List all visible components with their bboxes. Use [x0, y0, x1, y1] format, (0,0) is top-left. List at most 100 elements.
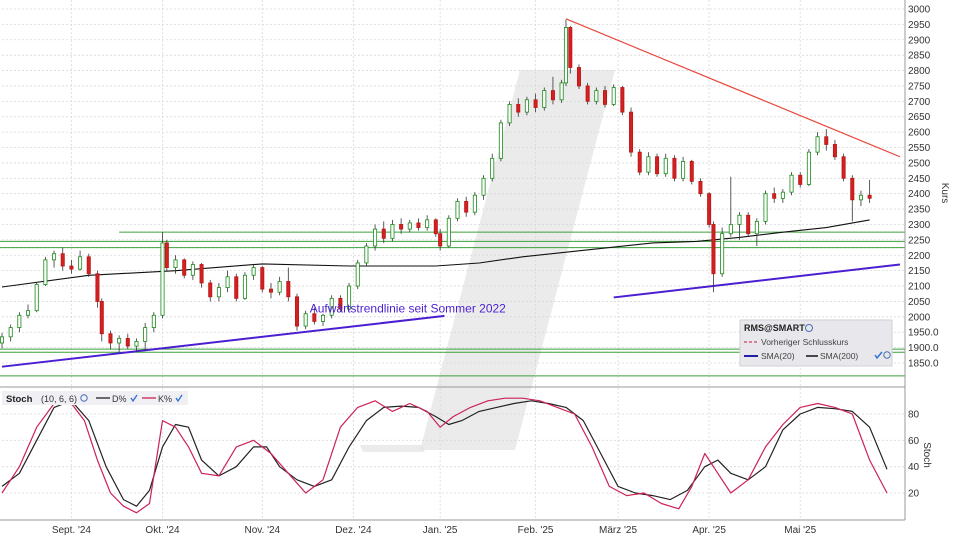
candle [329, 295, 334, 319]
candle [576, 64, 581, 90]
candle [17, 312, 22, 333]
legend-checkbox-icon[interactable] [874, 351, 883, 360]
d-checkbox-icon[interactable] [130, 394, 138, 403]
candle [516, 98, 521, 117]
candle [407, 219, 412, 233]
candle-body [242, 274, 247, 299]
candle [294, 293, 299, 331]
candle [858, 190, 863, 207]
price-tick-label: 2750 [908, 81, 931, 92]
candle [707, 192, 712, 228]
date-tick-label: Feb. '25 [518, 525, 554, 536]
candle [754, 218, 759, 247]
candle [43, 256, 48, 287]
candle-body [720, 233, 725, 275]
price-tick-label: 2450 [908, 174, 931, 185]
candle-body [850, 177, 855, 201]
candle [629, 107, 634, 157]
legend-sma200-label: SMA(200) [820, 351, 858, 361]
candle [26, 304, 31, 319]
legend-edit-icon[interactable] [805, 324, 813, 332]
candle-body [438, 233, 443, 247]
candle-body [832, 144, 837, 158]
candle-body [34, 284, 39, 312]
price-tick-label: 1900.0 [908, 343, 939, 354]
candle [108, 330, 113, 350]
candle [681, 156, 686, 182]
candle [34, 282, 39, 313]
candle-body [108, 333, 113, 344]
trendlines [1, 18, 901, 368]
candle-body [321, 314, 326, 322]
date-tick-label: Dez. '24 [335, 525, 372, 536]
candle [321, 313, 326, 327]
stochastic-y-axis-label: Stoch [921, 442, 932, 468]
date-tick-label: Nov. '24 [244, 525, 280, 536]
candle [134, 338, 139, 353]
candle [663, 153, 668, 177]
candle-body [481, 177, 486, 196]
price-tick-label: 2700 [908, 97, 931, 108]
candle-body [464, 200, 469, 213]
candle [550, 76, 555, 105]
legend-settings-icon[interactable] [883, 351, 891, 359]
price-tick-label: 2350 [908, 205, 931, 216]
price-tick-label: 2000 [908, 312, 931, 323]
candle [416, 218, 421, 231]
price-tick-label: 2550 [908, 143, 931, 154]
candle-body [86, 256, 91, 275]
k-checkbox-icon[interactable] [175, 394, 183, 403]
candle [355, 259, 360, 290]
candle [711, 221, 716, 293]
candle [208, 279, 213, 302]
candle [841, 153, 846, 182]
legend-k-label: K% [158, 394, 172, 404]
date-tick-label: März '25 [599, 525, 637, 536]
candle-body [0, 336, 4, 344]
candle [850, 175, 855, 222]
candle [338, 295, 343, 313]
candle [490, 153, 495, 182]
candle [611, 84, 616, 106]
stochastic-y-axis: 80 60 40 20 [908, 410, 920, 500]
candle-body [707, 193, 712, 225]
candle-body [143, 327, 148, 342]
candle-body [99, 301, 104, 335]
candle-body [681, 160, 686, 179]
candle [99, 298, 104, 342]
price-tick-label: 2950 [908, 20, 931, 31]
candle [455, 198, 460, 222]
candle-body [329, 297, 334, 316]
candle [251, 264, 256, 280]
candle-body [416, 222, 421, 228]
candle [563, 19, 568, 86]
candle-body [620, 87, 625, 113]
candle [433, 218, 438, 237]
candle [381, 221, 386, 243]
legend-title: RMS@SMART [744, 323, 805, 333]
candle-body [698, 180, 703, 195]
candle-body [95, 273, 100, 302]
candle [559, 79, 564, 103]
candle [173, 255, 178, 274]
candle-body [52, 253, 57, 261]
candle [780, 189, 785, 203]
stochastic-settings-icon[interactable] [80, 394, 88, 402]
candle-body [381, 228, 386, 239]
stochastic-legend: Stoch (10, 6, 6) D% K% [2, 391, 188, 405]
candle-body [199, 264, 204, 284]
stochastic-tick-label: 40 [908, 462, 920, 473]
trendline-resistance [565, 18, 901, 158]
candle-body [472, 194, 477, 213]
candle [533, 93, 538, 113]
price-y-axis-label: Kurs [939, 183, 950, 204]
candle-body [173, 259, 178, 268]
candle-body [576, 67, 581, 87]
date-tick-label: Okt. '24 [145, 525, 180, 536]
candle [117, 335, 122, 353]
candle-body [806, 151, 811, 185]
candle [164, 239, 169, 271]
candle-body [559, 82, 564, 101]
candle-body [655, 156, 660, 175]
candle-body [8, 327, 13, 338]
